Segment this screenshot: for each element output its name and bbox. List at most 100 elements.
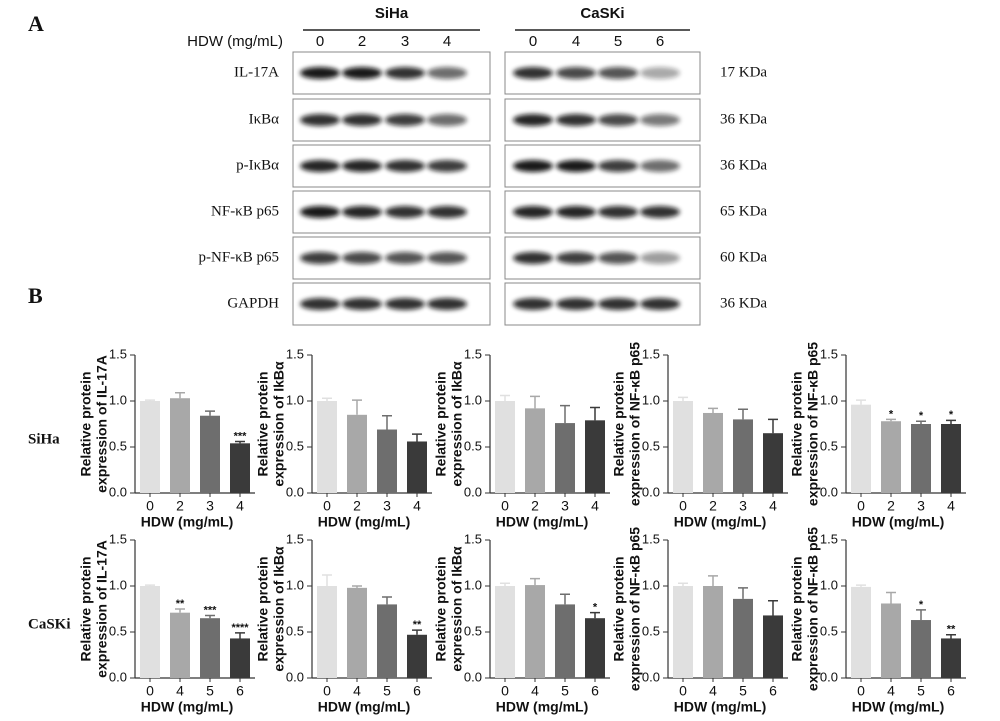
y-axis-title: expression of IkBα: [271, 361, 287, 487]
bar: [377, 429, 397, 493]
x-axis-title: HDW (mg/mL): [141, 699, 234, 715]
blot-band: [598, 206, 638, 218]
blot-band: [427, 67, 467, 79]
error-bar: [916, 420, 926, 424]
y-tick-label: 1.0: [642, 577, 660, 592]
x-tick-label: 0: [857, 683, 865, 699]
x-tick-label: 4: [531, 683, 539, 699]
x-tick-label: 4: [176, 683, 184, 699]
error-bar: [708, 575, 718, 586]
y-tick-label: 0.0: [286, 669, 304, 684]
error-bar: [946, 634, 956, 639]
x-tick-label: 2: [353, 498, 361, 514]
blot-band: [427, 298, 467, 310]
x-tick-label: 4: [591, 498, 599, 514]
lane-label: 4: [443, 33, 451, 50]
y-tick-label: 1.5: [464, 346, 482, 361]
bar: [407, 634, 427, 678]
blot-band: [385, 252, 425, 264]
x-axis-title: HDW (mg/mL): [852, 514, 945, 530]
size-label: 36 KDa: [720, 111, 767, 127]
blot-band: [598, 67, 638, 79]
error-bar: [678, 396, 688, 401]
bar: [347, 587, 367, 678]
blot-band: [342, 114, 382, 126]
error-bar: [352, 399, 362, 415]
blot-band: [513, 252, 553, 264]
y-tick-label: 1.5: [464, 531, 482, 546]
x-tick-label: 0: [146, 683, 154, 699]
x-tick-label: 6: [769, 683, 777, 699]
panel-label: B: [28, 283, 43, 308]
blot-band: [598, 298, 638, 310]
y-tick-label: 0.0: [642, 484, 660, 499]
bar: [733, 419, 753, 493]
cell-line-header: CaSKi: [580, 5, 624, 22]
protein-label: p-NF-κB p65: [199, 249, 279, 265]
size-label: 65 KDa: [720, 203, 767, 219]
error-bar: [205, 410, 215, 416]
bar: [347, 414, 367, 493]
blot-band: [427, 160, 467, 172]
error-bar: [205, 614, 215, 619]
blot-band: [556, 206, 596, 218]
bar: [555, 604, 575, 678]
x-tick-label: 6: [236, 683, 244, 699]
x-tick-label: 3: [917, 498, 925, 514]
lane-label: 0: [316, 33, 324, 50]
blot-band: [640, 160, 680, 172]
error-bar: [856, 399, 866, 405]
y-tick-label: 0.5: [464, 623, 482, 638]
blot-band: [385, 114, 425, 126]
y-tick-label: 1.0: [464, 577, 482, 592]
error-bar: [175, 391, 185, 399]
x-axis-title: HDW (mg/mL): [852, 699, 945, 715]
bar: [851, 586, 871, 678]
error-bar: [590, 611, 600, 619]
error-bar: [352, 585, 362, 588]
y-tick-label: 1.0: [642, 392, 660, 407]
y-tick-label: 1.5: [820, 346, 838, 361]
error-bar: [590, 406, 600, 421]
bar: [317, 586, 337, 678]
blot-band: [556, 114, 596, 126]
blot-band: [300, 160, 340, 172]
x-tick-label: 4: [709, 683, 717, 699]
blot-band: [640, 298, 680, 310]
y-axis-title: Relative protein: [78, 371, 94, 476]
blot-band: [427, 114, 467, 126]
blot-band: [513, 160, 553, 172]
y-tick-label: 1.5: [820, 531, 838, 546]
x-tick-label: 0: [679, 683, 687, 699]
bar: [881, 421, 901, 493]
error-bar: [322, 397, 332, 401]
x-tick-label: 5: [561, 683, 569, 699]
x-tick-label: 4: [413, 498, 421, 514]
y-axis-title: Relative protein: [255, 371, 271, 476]
x-axis-title: HDW (mg/mL): [674, 699, 767, 715]
x-tick-label: 6: [947, 683, 955, 699]
error-bar: [412, 433, 422, 442]
bar: [230, 638, 250, 678]
y-tick-label: 1.0: [109, 392, 127, 407]
blot-band: [342, 298, 382, 310]
bar: [170, 398, 190, 493]
blot-band: [598, 114, 638, 126]
x-tick-label: 5: [917, 683, 925, 699]
blot-band: [427, 206, 467, 218]
x-tick-label: 0: [501, 498, 509, 514]
blot-band: [300, 67, 340, 79]
significance: *: [593, 602, 598, 614]
bar: [495, 401, 515, 493]
bar: [911, 620, 931, 678]
blot-band: [385, 67, 425, 79]
y-axis-title: expression of IkBα: [449, 361, 465, 487]
size-label: 17 KDa: [720, 64, 767, 80]
y-tick-label: 0.5: [286, 438, 304, 453]
lane-label: 2: [358, 33, 366, 50]
size-label: 36 KDa: [720, 157, 767, 173]
y-axis-title: expression of IkBα: [449, 546, 465, 672]
significance: *: [889, 408, 894, 420]
bar: [911, 424, 931, 493]
blot-band: [385, 160, 425, 172]
